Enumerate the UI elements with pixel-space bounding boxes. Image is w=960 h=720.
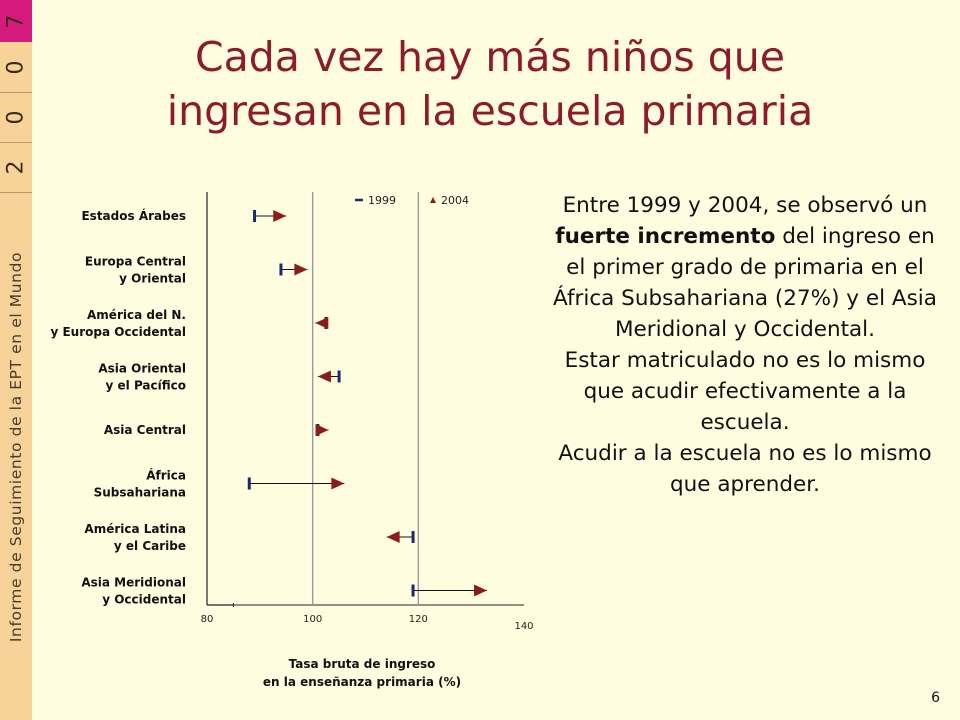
text-panel: Entre 1999 y 2004, se observó un fuerte … [548, 190, 942, 500]
paragraph-text: del ingreso en el primer grado de primar… [553, 224, 937, 342]
slide-title-line: Cada vez hay más niños que [195, 33, 785, 81]
marker-2004 [474, 584, 488, 597]
marker-2004 [386, 531, 400, 543]
marker-2004 [315, 317, 329, 329]
sidebar: 7 0 0 2 Informe de Seguimiento de la EPT… [0, 0, 32, 720]
chart-marks [247, 210, 488, 597]
chart-ticks: 80 100 120 140 [201, 614, 534, 632]
category-label: América del N. [87, 308, 186, 322]
category-label: y el Pacífico [106, 379, 186, 393]
legend-marker-2004 [430, 197, 436, 203]
marker-2004 [294, 263, 308, 276]
legend-label-2004: 2004 [441, 194, 469, 207]
sidebar-divider [0, 92, 32, 93]
marker-2004 [273, 210, 287, 222]
category-label: y el Caribe [114, 539, 186, 553]
category-label: Asia Meridional [81, 576, 186, 590]
x-axis-title-line1: Tasa bruta de ingreso [289, 657, 436, 671]
sidebar-digit-cell: 7 [0, 0, 32, 42]
category-label: y Occidental [102, 593, 186, 607]
page-number: 6 [931, 690, 940, 706]
paragraph-bold-text: fuerte incremento [555, 224, 776, 249]
category-label: Subsahariana [94, 486, 186, 500]
category-label: Europa Central [85, 255, 186, 269]
marker-2004 [331, 477, 345, 490]
x-tick-label: 140 [514, 621, 533, 632]
x-tick-label: 80 [201, 614, 214, 625]
category-label: Estados Árabes [81, 208, 186, 223]
category-label: y Oriental [119, 272, 186, 286]
paragraph-increase: Entre 1999 y 2004, se observó un fuerte … [548, 190, 942, 345]
legend-label-1999: 1999 [368, 194, 396, 207]
x-tick-label: 100 [303, 614, 322, 625]
x-tick-label: 120 [409, 614, 428, 625]
sidebar-divider [0, 192, 32, 193]
paragraph-text: Entre 1999 y 2004, se observó un [562, 193, 928, 218]
category-label: y Europa Occidental [50, 325, 186, 339]
slide-title-line: ingresan en la escuela primaria [166, 87, 814, 135]
category-label: Asia Central [104, 423, 186, 437]
paragraph-enrolment: Estar matriculado no es lo mismo que acu… [564, 348, 926, 435]
marker-2004 [315, 424, 329, 436]
category-label: América Latina [84, 522, 186, 536]
category-label: África [146, 468, 186, 483]
slide-title: Cada vez hay más niños que ingresan en l… [40, 30, 940, 138]
sidebar-divider [0, 142, 32, 143]
chart-legend: 1999 2004 [355, 194, 469, 207]
chart-frame [206, 192, 524, 607]
marker-2004 [317, 370, 331, 383]
paragraph-learning: Acudir a la escuela no es lo mismo que a… [558, 441, 932, 497]
chart-labels: Estados Árabes Europa Central y Oriental Am… [50, 208, 186, 607]
category-label: Asia Oriental [98, 362, 186, 376]
x-axis-title-line2: en la enseñanza primaria (%) [263, 675, 461, 689]
